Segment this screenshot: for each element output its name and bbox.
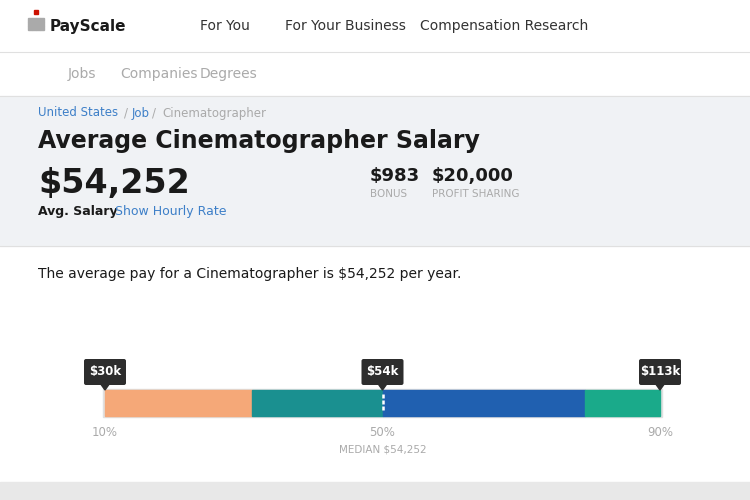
Text: Job: Job bbox=[132, 106, 150, 120]
Bar bbox=[0, 96, 750, 246]
Text: Average Cinematographer Salary: Average Cinematographer Salary bbox=[38, 129, 480, 153]
Text: $20,000: $20,000 bbox=[432, 167, 514, 185]
Polygon shape bbox=[100, 383, 110, 390]
Text: 10%: 10% bbox=[92, 426, 118, 438]
Text: $983: $983 bbox=[370, 167, 420, 185]
Bar bbox=[585, 390, 660, 416]
FancyBboxPatch shape bbox=[84, 359, 126, 385]
FancyBboxPatch shape bbox=[362, 359, 404, 385]
Text: PayScale: PayScale bbox=[50, 18, 127, 34]
Polygon shape bbox=[655, 383, 665, 390]
Text: Compensation Research: Compensation Research bbox=[420, 19, 588, 33]
Text: Companies: Companies bbox=[120, 67, 197, 81]
Text: /: / bbox=[124, 106, 128, 120]
Text: Avg. Salary: Avg. Salary bbox=[38, 204, 118, 218]
Bar bbox=[0, 482, 750, 500]
Text: United States: United States bbox=[38, 106, 119, 120]
Text: 50%: 50% bbox=[370, 426, 395, 438]
Text: $30k: $30k bbox=[89, 366, 121, 378]
FancyBboxPatch shape bbox=[639, 359, 681, 385]
Text: The average pay for a Cinematographer is $54,252 per year.: The average pay for a Cinematographer is… bbox=[38, 267, 461, 281]
Bar bbox=[105, 390, 252, 416]
Text: PROFIT SHARING: PROFIT SHARING bbox=[432, 189, 520, 199]
Bar bbox=[103, 389, 662, 417]
Text: 90%: 90% bbox=[647, 426, 673, 438]
Text: MEDIAN $54,252: MEDIAN $54,252 bbox=[339, 445, 426, 455]
Text: Jobs: Jobs bbox=[68, 67, 97, 81]
Text: For You: For You bbox=[200, 19, 250, 33]
Bar bbox=[0, 0, 750, 52]
Text: $54,252: $54,252 bbox=[38, 168, 190, 200]
Text: Cinematographer: Cinematographer bbox=[162, 106, 266, 120]
Text: $54k: $54k bbox=[366, 366, 399, 378]
Text: BONUS: BONUS bbox=[370, 189, 407, 199]
Text: $113k: $113k bbox=[640, 366, 680, 378]
Polygon shape bbox=[377, 383, 388, 390]
Text: Show Hourly Rate: Show Hourly Rate bbox=[115, 204, 226, 218]
Text: For Your Business: For Your Business bbox=[285, 19, 406, 33]
Bar bbox=[252, 390, 382, 416]
Text: Degrees: Degrees bbox=[200, 67, 258, 81]
Text: /: / bbox=[152, 106, 156, 120]
Bar bbox=[382, 390, 585, 416]
